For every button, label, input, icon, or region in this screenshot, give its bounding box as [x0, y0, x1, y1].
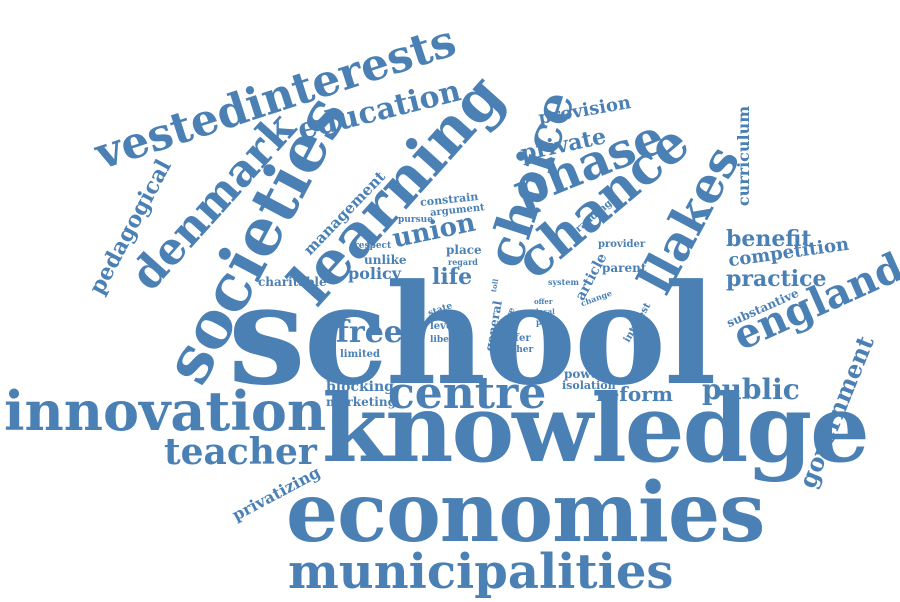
word-public: public: [702, 373, 800, 406]
word-place: place: [446, 243, 482, 257]
word-curriculum: curriculum: [734, 105, 754, 207]
word-offer: offer: [534, 297, 553, 306]
word-centre: centre: [388, 368, 547, 419]
word-marketing: marketing: [326, 395, 396, 409]
word-parent: parent: [602, 261, 647, 275]
word-practice: practice: [726, 266, 827, 292]
word-regard: regard: [448, 257, 478, 267]
word-liberal: liberal: [430, 335, 463, 345]
word-teacher: teacher: [164, 431, 317, 473]
word-policy: policy: [348, 264, 402, 283]
word-level: level: [430, 321, 457, 332]
word-local: local: [536, 307, 555, 316]
word-knowledge: knowledge: [322, 374, 870, 484]
word-blocking: blocking: [326, 379, 394, 395]
word-toll: toll: [489, 278, 501, 293]
word-provider: provider: [598, 239, 646, 250]
word-life: life: [432, 264, 473, 290]
word-school: school: [228, 253, 717, 416]
word-benefit: benefit: [726, 226, 812, 252]
word-municipalities: municipalities: [288, 544, 674, 600]
word-higher: higher: [500, 345, 534, 355]
word-system: system: [548, 277, 579, 287]
word-economies: economies: [286, 465, 765, 561]
word-free: free: [336, 315, 403, 350]
word-unlike: unlike: [364, 253, 407, 267]
word-pupil: pupil: [536, 317, 560, 327]
word-reform: reform: [596, 382, 673, 406]
word-isolation: isolation: [562, 379, 616, 392]
word-pursue: pursue: [398, 215, 433, 225]
word-power: power: [564, 367, 605, 381]
word-respect: respect: [354, 241, 392, 251]
word-limited: limited: [340, 349, 380, 360]
word-charitable: charitable: [258, 275, 327, 289]
word-innovation: innovation: [4, 379, 327, 443]
word-differ: differ: [500, 333, 531, 344]
